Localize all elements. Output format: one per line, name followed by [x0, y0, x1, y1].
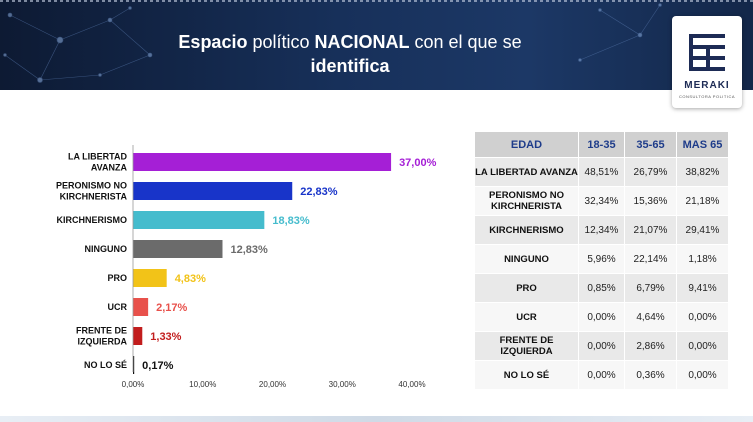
- age-breakdown-table: EDAD 18-35 35-65 MAS 65 LA LIBERTAD AVAN…: [474, 131, 729, 390]
- column-header-18-35: 18-35: [578, 131, 625, 158]
- table-row: NINGUNO 5,96% 22,14% 1,18%: [474, 244, 729, 274]
- title-line-2: identifica: [130, 54, 570, 78]
- data-label: 22,83%: [300, 186, 338, 198]
- meraki-logo-mark: [689, 34, 725, 71]
- table-cell: 48,51%: [578, 157, 625, 187]
- table-cell: 12,34%: [578, 215, 625, 245]
- bar: [133, 153, 392, 171]
- category-label: UCR: [108, 302, 128, 312]
- table-cell: 0,00%: [578, 331, 625, 361]
- data-label: 2,17%: [156, 302, 187, 314]
- category-label: NINGUNO: [85, 244, 128, 254]
- bar: [133, 240, 223, 258]
- data-label: 37,00%: [399, 157, 437, 169]
- category-label: FRENTE DE IZQUIERDA: [76, 326, 128, 347]
- data-label: 4,83%: [175, 273, 206, 285]
- table-cell: 29,41%: [676, 215, 729, 245]
- bar-chart: LA LIBERTAD AVANZA 37,00% PERONISMO NO KIRCH…: [56, 145, 437, 389]
- category-label: PRO: [107, 273, 127, 283]
- title-part: NACIONAL: [314, 32, 410, 52]
- table-cell: 15,36%: [624, 186, 677, 216]
- table-cell: 0,00%: [578, 360, 625, 390]
- table-row-label: PERONISMO NO KIRCHNERISTA: [474, 186, 579, 216]
- x-tick-label: 30,00%: [329, 380, 356, 389]
- table-row-label: LA LIBERTAD AVANZA: [474, 157, 579, 187]
- table-cell: 32,34%: [578, 186, 625, 216]
- title-part: con el que se: [409, 32, 522, 52]
- title-part: Espacio: [178, 32, 248, 52]
- bar: [133, 182, 293, 200]
- table-cell: 0,36%: [624, 360, 677, 390]
- table-cell: 6,79%: [624, 273, 677, 303]
- table-row-label: PRO: [474, 273, 579, 303]
- table-row: LA LIBERTAD AVANZA 48,51% 26,79% 38,82%: [474, 157, 729, 187]
- table-cell: 0,85%: [578, 273, 625, 303]
- table-cell: 2,86%: [624, 331, 677, 361]
- header-banner: Espacio político NACIONAL con el que se …: [0, 0, 753, 90]
- table-row: NO LO SÉ 0,00% 0,36% 0,00%: [474, 360, 729, 390]
- category-label: PERONISMO NO KIRCHNERISTA: [56, 181, 128, 202]
- table-cell: 0,00%: [676, 331, 729, 361]
- bar: [133, 211, 265, 229]
- x-tick-label: 10,00%: [189, 380, 216, 389]
- table-row: PRO 0,85% 6,79% 9,41%: [474, 273, 729, 303]
- table-cell: 26,79%: [624, 157, 677, 187]
- table-cell: 0,00%: [676, 360, 729, 390]
- table-cell: 1,18%: [676, 244, 729, 274]
- table-cell: 0,00%: [676, 302, 729, 332]
- x-tick-label: 40,00%: [398, 380, 425, 389]
- bar: [133, 298, 149, 316]
- table-row-label: NO LO SÉ: [474, 360, 579, 390]
- category-label: KIRCHNERISMO: [56, 215, 127, 225]
- data-label: 0,17%: [142, 360, 173, 372]
- category-label: NO LO SÉ: [84, 360, 127, 370]
- table-row-label: FRENTE DE IZQUIERDA: [474, 331, 579, 361]
- meraki-logo: MERAKI CONSULTORA POLITICA: [672, 16, 742, 108]
- data-label: 1,33%: [150, 331, 181, 343]
- category-label: LA LIBERTAD AVANZA: [68, 152, 127, 173]
- bar: [133, 327, 143, 345]
- table-cell: 9,41%: [676, 273, 729, 303]
- title-line-1: Espacio político NACIONAL con el que se: [130, 30, 570, 54]
- column-header-35-65: 35-65: [624, 131, 677, 158]
- title-part: identifica: [310, 56, 390, 76]
- table-header-row: EDAD 18-35 35-65 MAS 65: [474, 131, 729, 158]
- bottom-border-decoration: [0, 416, 753, 422]
- page-title: Espacio político NACIONAL con el que se …: [130, 30, 570, 78]
- table-row: PERONISMO NO KIRCHNERISTA 32,34% 15,36% 21,…: [474, 186, 729, 216]
- network-pattern-decoration: [0, 0, 753, 83]
- table-cell: 5,96%: [578, 244, 625, 274]
- table-cell: 21,18%: [676, 186, 729, 216]
- table-cell: 21,07%: [624, 215, 677, 245]
- data-label: 12,83%: [230, 244, 268, 256]
- table-cell: 4,64%: [624, 302, 677, 332]
- logo-subtext: CONSULTORA POLITICA: [678, 94, 736, 99]
- table-row: FRENTE DE IZQUIERDA 0,00% 2,86% 0,00%: [474, 331, 729, 361]
- bar: [133, 269, 167, 287]
- table-row: KIRCHNERISMO 12,34% 21,07% 29,41%: [474, 215, 729, 245]
- column-header-mas-65: MAS 65: [676, 131, 729, 158]
- x-tick-label: 20,00%: [259, 380, 286, 389]
- table-row: UCR 0,00% 4,64% 0,00%: [474, 302, 729, 332]
- table-row-label: NINGUNO: [474, 244, 579, 274]
- column-header-edad: EDAD: [474, 131, 579, 158]
- table-row-label: UCR: [474, 302, 579, 332]
- table-cell: 38,82%: [676, 157, 729, 187]
- x-tick-label: 0,00%: [122, 380, 145, 389]
- logo-text: MERAKI: [684, 80, 730, 91]
- table-cell: 0,00%: [578, 302, 625, 332]
- title-part: político: [247, 32, 315, 52]
- bar: [133, 356, 135, 374]
- table-cell: 22,14%: [624, 244, 677, 274]
- data-label: 18,83%: [272, 215, 310, 227]
- table-row-label: KIRCHNERISMO: [474, 215, 579, 245]
